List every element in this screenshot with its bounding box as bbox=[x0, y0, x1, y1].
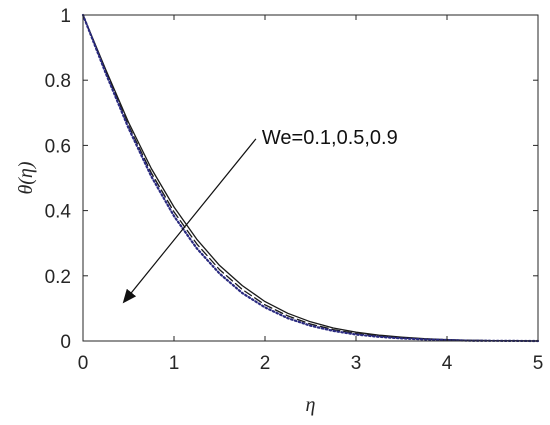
plot-area bbox=[83, 15, 538, 341]
y-tick-label: 0.4 bbox=[45, 202, 72, 223]
x-tick-label: 0 bbox=[78, 353, 89, 374]
tick-layer: 0 1 2 3 4 5 0 0.2 0.4 0.6 0.8 1 bbox=[45, 6, 544, 374]
x-tick-label: 4 bbox=[442, 353, 453, 374]
x-tick-label: 1 bbox=[169, 353, 180, 374]
x-tick-label: 2 bbox=[260, 353, 271, 374]
plot-frame bbox=[82, 14, 539, 342]
annotation-layer: We=0.1,0.5,0.9 bbox=[122, 127, 398, 304]
series-line-3 bbox=[81, 13, 540, 343]
series-line-2 bbox=[82, 14, 539, 342]
y-tick-label: 0.2 bbox=[45, 267, 71, 288]
x-tick-label: 5 bbox=[533, 353, 544, 374]
series-layer bbox=[81, 13, 540, 343]
x-tick-label: 3 bbox=[351, 353, 362, 374]
annotation-label: We=0.1,0.5,0.9 bbox=[262, 127, 398, 149]
y-tick-label: 1 bbox=[60, 6, 71, 27]
y-tick-label: 0.8 bbox=[45, 71, 71, 92]
y-tick-label: 0 bbox=[60, 332, 71, 353]
y-tick-label: 0.6 bbox=[45, 136, 71, 157]
x-axis-label: η bbox=[306, 394, 316, 416]
annotation-arrow bbox=[122, 138, 257, 304]
y-axis-label: θ(η) bbox=[15, 161, 37, 194]
